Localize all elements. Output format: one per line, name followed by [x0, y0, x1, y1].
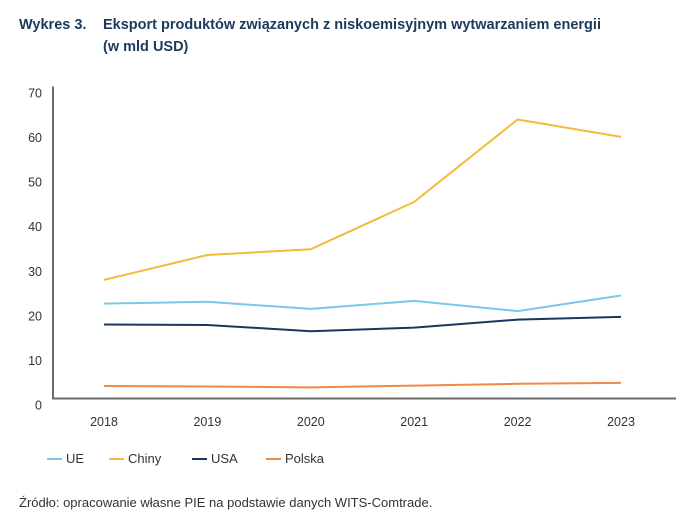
series-line-ue — [103, 294, 622, 313]
legend-label-ue: UE — [66, 451, 85, 466]
x-tick-label-2022: 2022 — [504, 415, 532, 429]
line-chart: 0 10 20 30 40 50 60 70 2018 2019 2020 2021 2022 2023 — [28, 86, 676, 429]
chart-title-text: Eksport produktów związanych z niskoemis… — [103, 14, 683, 58]
chart-title-line-1: Eksport produktów związanych z niskoemis… — [103, 17, 601, 33]
series-line-usa — [103, 315, 622, 333]
x-tick-label-2018: 2018 — [90, 415, 118, 429]
legend-swatch-chiny — [109, 457, 124, 460]
y-tick-label-0: 0 — [35, 399, 42, 413]
chart-title-line-2: (w mld USD) — [103, 39, 189, 55]
legend-label-chiny: Chiny — [128, 451, 162, 466]
y-tick-label-50: 50 — [28, 176, 42, 190]
source-note: Źródło: opracowanie własne PIE na podsta… — [19, 495, 433, 510]
x-tick-label-2023: 2023 — [607, 415, 635, 429]
series-line-chiny — [103, 118, 622, 281]
y-tick-label-70: 70 — [28, 87, 42, 101]
x-tick-label-2019: 2019 — [193, 415, 221, 429]
y-tick-label-60: 60 — [28, 131, 42, 145]
legend-item-chiny: Chiny — [109, 451, 161, 466]
y-axis-ticks: 0 10 20 30 40 50 60 70 — [28, 87, 42, 413]
y-tick-label-30: 30 — [28, 265, 42, 279]
series-line-polska — [103, 381, 622, 389]
legend-swatch-usa — [192, 457, 207, 460]
x-tick-label-2020: 2020 — [297, 415, 325, 429]
x-tick-label-2021: 2021 — [400, 415, 428, 429]
y-tick-label-20: 20 — [28, 309, 42, 323]
legend-label-polska: Polska — [285, 451, 325, 466]
series-lines — [103, 118, 622, 389]
figure-number: Wykres 3. — [19, 17, 87, 33]
y-tick-label-40: 40 — [28, 220, 42, 234]
legend-item-ue: UE — [47, 451, 84, 466]
legend-label-usa: USA — [211, 451, 238, 466]
legend-swatch-polska — [266, 457, 281, 460]
legend-item-usa: USA — [192, 451, 238, 466]
legend-item-polska: Polska — [266, 451, 324, 466]
y-tick-label-10: 10 — [28, 354, 42, 368]
legend-swatch-ue — [47, 457, 62, 460]
x-axis-ticks: 2018 2019 2020 2021 2022 2023 — [90, 415, 635, 429]
